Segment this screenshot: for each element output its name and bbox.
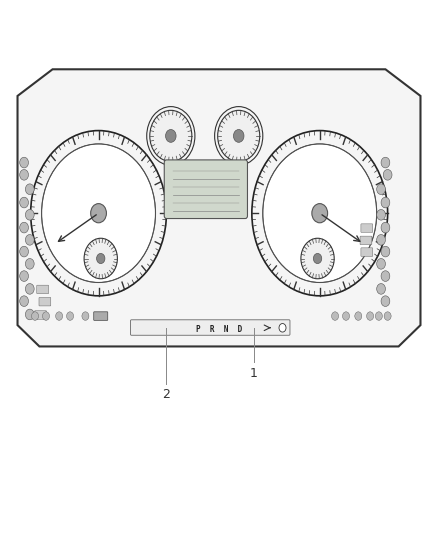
- FancyBboxPatch shape: [164, 160, 247, 219]
- Circle shape: [314, 254, 321, 263]
- FancyBboxPatch shape: [37, 285, 49, 294]
- Circle shape: [166, 130, 176, 142]
- Circle shape: [32, 312, 39, 320]
- FancyBboxPatch shape: [361, 248, 373, 256]
- Circle shape: [279, 324, 286, 332]
- Circle shape: [381, 296, 390, 306]
- Circle shape: [150, 110, 192, 161]
- Circle shape: [355, 312, 362, 320]
- Circle shape: [25, 235, 34, 245]
- Circle shape: [332, 312, 339, 320]
- FancyBboxPatch shape: [39, 297, 51, 306]
- FancyBboxPatch shape: [131, 320, 290, 335]
- Circle shape: [218, 110, 260, 161]
- Circle shape: [377, 184, 385, 195]
- Circle shape: [20, 296, 28, 306]
- Circle shape: [20, 157, 28, 168]
- Circle shape: [25, 209, 34, 220]
- Circle shape: [20, 271, 28, 281]
- Circle shape: [25, 284, 34, 294]
- Circle shape: [384, 312, 391, 320]
- FancyBboxPatch shape: [94, 312, 108, 320]
- FancyBboxPatch shape: [35, 311, 46, 319]
- Circle shape: [91, 204, 106, 223]
- Circle shape: [367, 312, 374, 320]
- Circle shape: [343, 312, 350, 320]
- Circle shape: [25, 259, 34, 269]
- Circle shape: [56, 312, 63, 320]
- Text: 2: 2: [162, 388, 170, 401]
- Circle shape: [381, 271, 390, 281]
- Circle shape: [42, 312, 49, 320]
- Circle shape: [20, 197, 28, 208]
- Circle shape: [20, 222, 28, 233]
- Circle shape: [377, 259, 385, 269]
- Circle shape: [375, 312, 382, 320]
- Circle shape: [25, 309, 34, 320]
- Circle shape: [67, 312, 74, 320]
- FancyBboxPatch shape: [361, 224, 373, 232]
- Circle shape: [377, 209, 385, 220]
- Circle shape: [381, 157, 390, 168]
- Circle shape: [312, 204, 328, 223]
- Circle shape: [233, 130, 244, 142]
- Circle shape: [301, 238, 334, 279]
- Circle shape: [377, 235, 385, 245]
- Text: 1: 1: [250, 367, 258, 379]
- Circle shape: [263, 144, 377, 282]
- Circle shape: [42, 144, 155, 282]
- Circle shape: [381, 222, 390, 233]
- Circle shape: [20, 246, 28, 257]
- FancyBboxPatch shape: [360, 236, 372, 245]
- Circle shape: [82, 312, 89, 320]
- Circle shape: [381, 246, 390, 257]
- Circle shape: [381, 197, 390, 208]
- Circle shape: [84, 238, 117, 279]
- Text: P  R  N  D: P R N D: [196, 325, 242, 334]
- Circle shape: [20, 169, 28, 180]
- Circle shape: [377, 284, 385, 294]
- Circle shape: [383, 169, 392, 180]
- Circle shape: [25, 184, 34, 195]
- Polygon shape: [18, 69, 420, 346]
- Circle shape: [96, 254, 105, 263]
